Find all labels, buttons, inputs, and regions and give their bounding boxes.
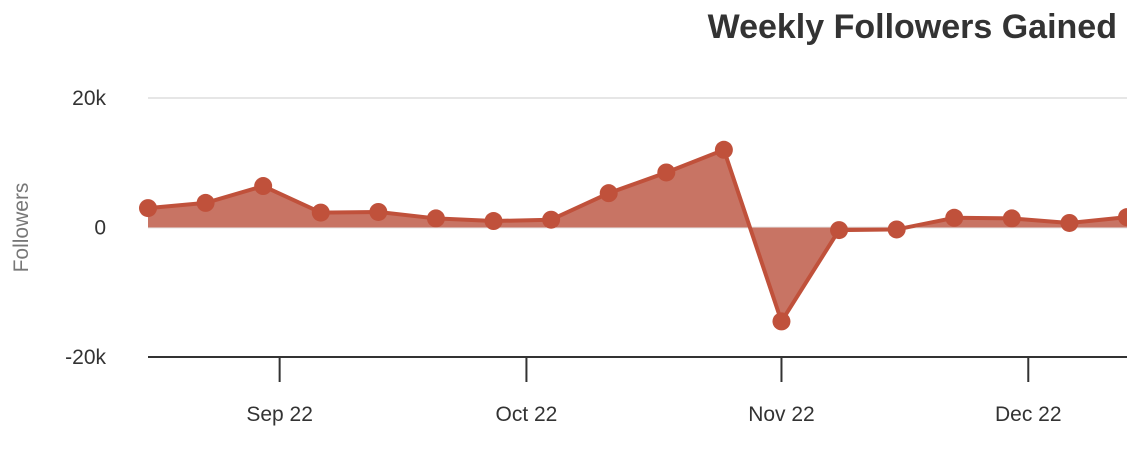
data-point[interactable] [426, 209, 445, 228]
data-point[interactable] [542, 210, 561, 229]
y-tick-label: 0 [94, 217, 106, 240]
area-fill [148, 149, 1127, 322]
data-point[interactable] [311, 203, 330, 222]
data-point[interactable] [254, 177, 273, 196]
series-line-group [147, 147, 1127, 324]
data-point[interactable] [599, 184, 618, 203]
data-point[interactable] [369, 202, 388, 221]
x-tick-label: Nov 22 [748, 403, 815, 426]
series-line [147, 147, 1127, 324]
y-tick-label: 20k [72, 87, 106, 110]
x-tick-label: Sep 22 [246, 403, 313, 426]
data-point[interactable] [484, 212, 503, 231]
data-point[interactable] [139, 199, 157, 218]
chart-title: Weekly Followers Gained [707, 8, 1117, 46]
data-point[interactable] [887, 220, 906, 239]
series-points [139, 140, 1127, 331]
data-point[interactable] [772, 312, 791, 331]
y-tick-label: -20k [65, 346, 106, 369]
x-axis [148, 356, 1127, 382]
data-point[interactable] [830, 221, 849, 240]
data-point[interactable] [945, 208, 964, 227]
data-point[interactable] [1002, 209, 1021, 228]
x-tick-label: Dec 22 [995, 403, 1062, 426]
series-area [148, 149, 1127, 322]
data-point[interactable] [1118, 208, 1127, 227]
x-tick-labels: Sep 22 Oct 22 Nov 22 Dec 22 [246, 403, 1061, 426]
data-point[interactable] [1060, 213, 1079, 232]
y-axis: 20k 0 -20k [65, 87, 106, 369]
data-point[interactable] [196, 193, 215, 212]
data-point[interactable] [714, 140, 733, 159]
data-point[interactable] [657, 163, 676, 182]
y-axis-label: Followers [10, 183, 33, 273]
x-tick-label: Oct 22 [495, 403, 557, 426]
